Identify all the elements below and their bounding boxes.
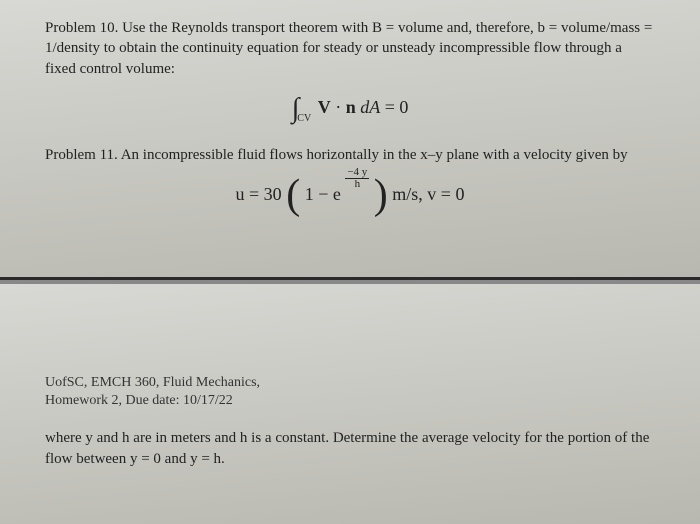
eq-u-prefix: u = 30 bbox=[236, 184, 282, 204]
page-top-section: Problem 10. Use the Reynolds transport t… bbox=[0, 0, 700, 280]
integral-subscript: CV bbox=[297, 113, 311, 124]
course-footer: UofSC, EMCH 360, Fluid Mechanics, Homewo… bbox=[45, 374, 655, 410]
left-paren: ( bbox=[286, 179, 300, 213]
problem-10-equation: ∫CV V · n dA = 0 bbox=[45, 93, 655, 125]
problem-11-equation: u = 30 ( 1 − e −4 y h ) m/s, v = 0 bbox=[45, 179, 655, 213]
exp-denominator: h bbox=[345, 179, 369, 190]
paren-group: ( 1 − e −4 y h ) bbox=[286, 179, 388, 213]
page-bottom-section: UofSC, EMCH 360, Fluid Mechanics, Homewo… bbox=[0, 284, 700, 524]
footer-line-1: UofSC, EMCH 360, Fluid Mechanics, bbox=[45, 374, 655, 392]
exponent-fraction: −4 y h bbox=[345, 167, 369, 190]
problem-11-text: Problem 11. An incompressible fluid flow… bbox=[45, 145, 655, 165]
problem-10-text: Problem 10. Use the Reynolds transport t… bbox=[45, 18, 655, 79]
problem-11-continuation: where y and h are in meters and h is a c… bbox=[45, 428, 655, 469]
eq-suffix: m/s, v = 0 bbox=[392, 184, 464, 204]
eq-inside: 1 − e bbox=[305, 184, 341, 204]
right-paren: ) bbox=[374, 179, 388, 213]
footer-line-2: Homework 2, Due date: 10/17/22 bbox=[45, 392, 655, 410]
equation-body: V · n dA = 0 bbox=[318, 97, 409, 117]
